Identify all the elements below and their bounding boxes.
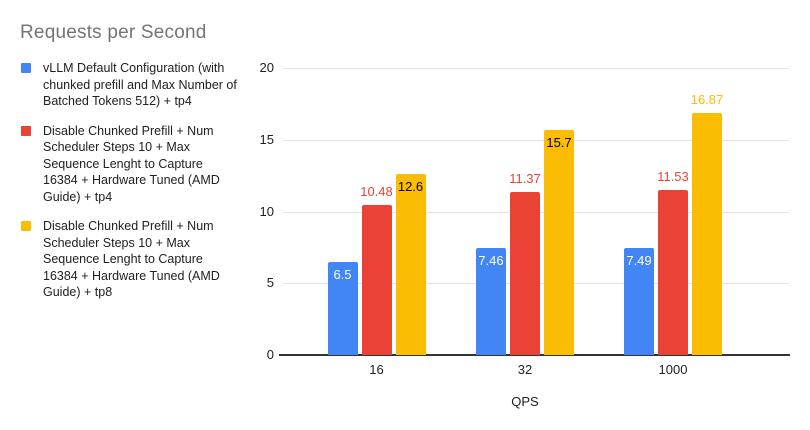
bar-32-series-1 <box>476 247 506 355</box>
bar-value-label: 11.53 <box>657 168 689 184</box>
gridline <box>283 139 789 141</box>
bar-value-label: 11.37 <box>509 170 541 186</box>
legend-item: Disable Chunked Prefill + Num Scheduler … <box>21 123 239 206</box>
y-axis-tick-label: 15 <box>259 131 274 147</box>
x-axis-category-label: 16 <box>369 362 384 377</box>
chart-title: Requests per Second <box>20 22 207 43</box>
bar-value-label: 12.6 <box>397 179 424 195</box>
bar-16-series-2 <box>361 204 392 355</box>
legend-item-label: vLLM Default Configuration (with chunked… <box>43 61 237 108</box>
bar-value-label: 15.7 <box>546 134 572 150</box>
chart-legend: vLLM Default Configuration (with chunked… <box>21 60 239 314</box>
legend-item: vLLM Default Configuration (with chunked… <box>21 60 239 110</box>
legend-item-label: Disable Chunked Prefill + Num Scheduler … <box>43 219 220 299</box>
bar-value-label: 6.5 <box>333 266 352 282</box>
bar-16-series-3 <box>395 174 426 355</box>
legend-swatch-icon <box>21 63 31 73</box>
legend-swatch-icon <box>21 221 31 231</box>
legend-item-label: Disable Chunked Prefill + Num Scheduler … <box>43 123 220 204</box>
x-axis-title: QPS <box>511 394 539 409</box>
bar-1000-series-3 <box>692 112 722 355</box>
x-axis-category-label: 32 <box>517 362 533 377</box>
y-axis-tick-label: 5 <box>266 275 274 291</box>
bar-32-series-2 <box>510 191 540 355</box>
x-axis-line <box>279 354 790 356</box>
gridline <box>283 68 789 69</box>
y-axis-tick-label: 10 <box>259 203 274 219</box>
bar-value-label: 7.49 <box>626 252 652 268</box>
y-axis-tick-label: 20 <box>259 60 274 75</box>
bar-16-series-1 <box>327 261 358 355</box>
bar-value-label: 16.87 <box>690 91 724 107</box>
bar-1000-series-1 <box>624 247 654 355</box>
bar-value-label: 10.48 <box>360 183 393 199</box>
bar-1000-series-2 <box>658 189 688 355</box>
bar-32-series-3 <box>544 129 574 355</box>
x-axis-category-label: 1000 <box>658 362 688 377</box>
legend-item: Disable Chunked Prefill + Num Scheduler … <box>21 218 239 301</box>
bar-value-label: 7.46 <box>478 252 504 268</box>
y-axis-tick-label: 0 <box>266 347 274 362</box>
legend-swatch-icon <box>21 125 31 136</box>
